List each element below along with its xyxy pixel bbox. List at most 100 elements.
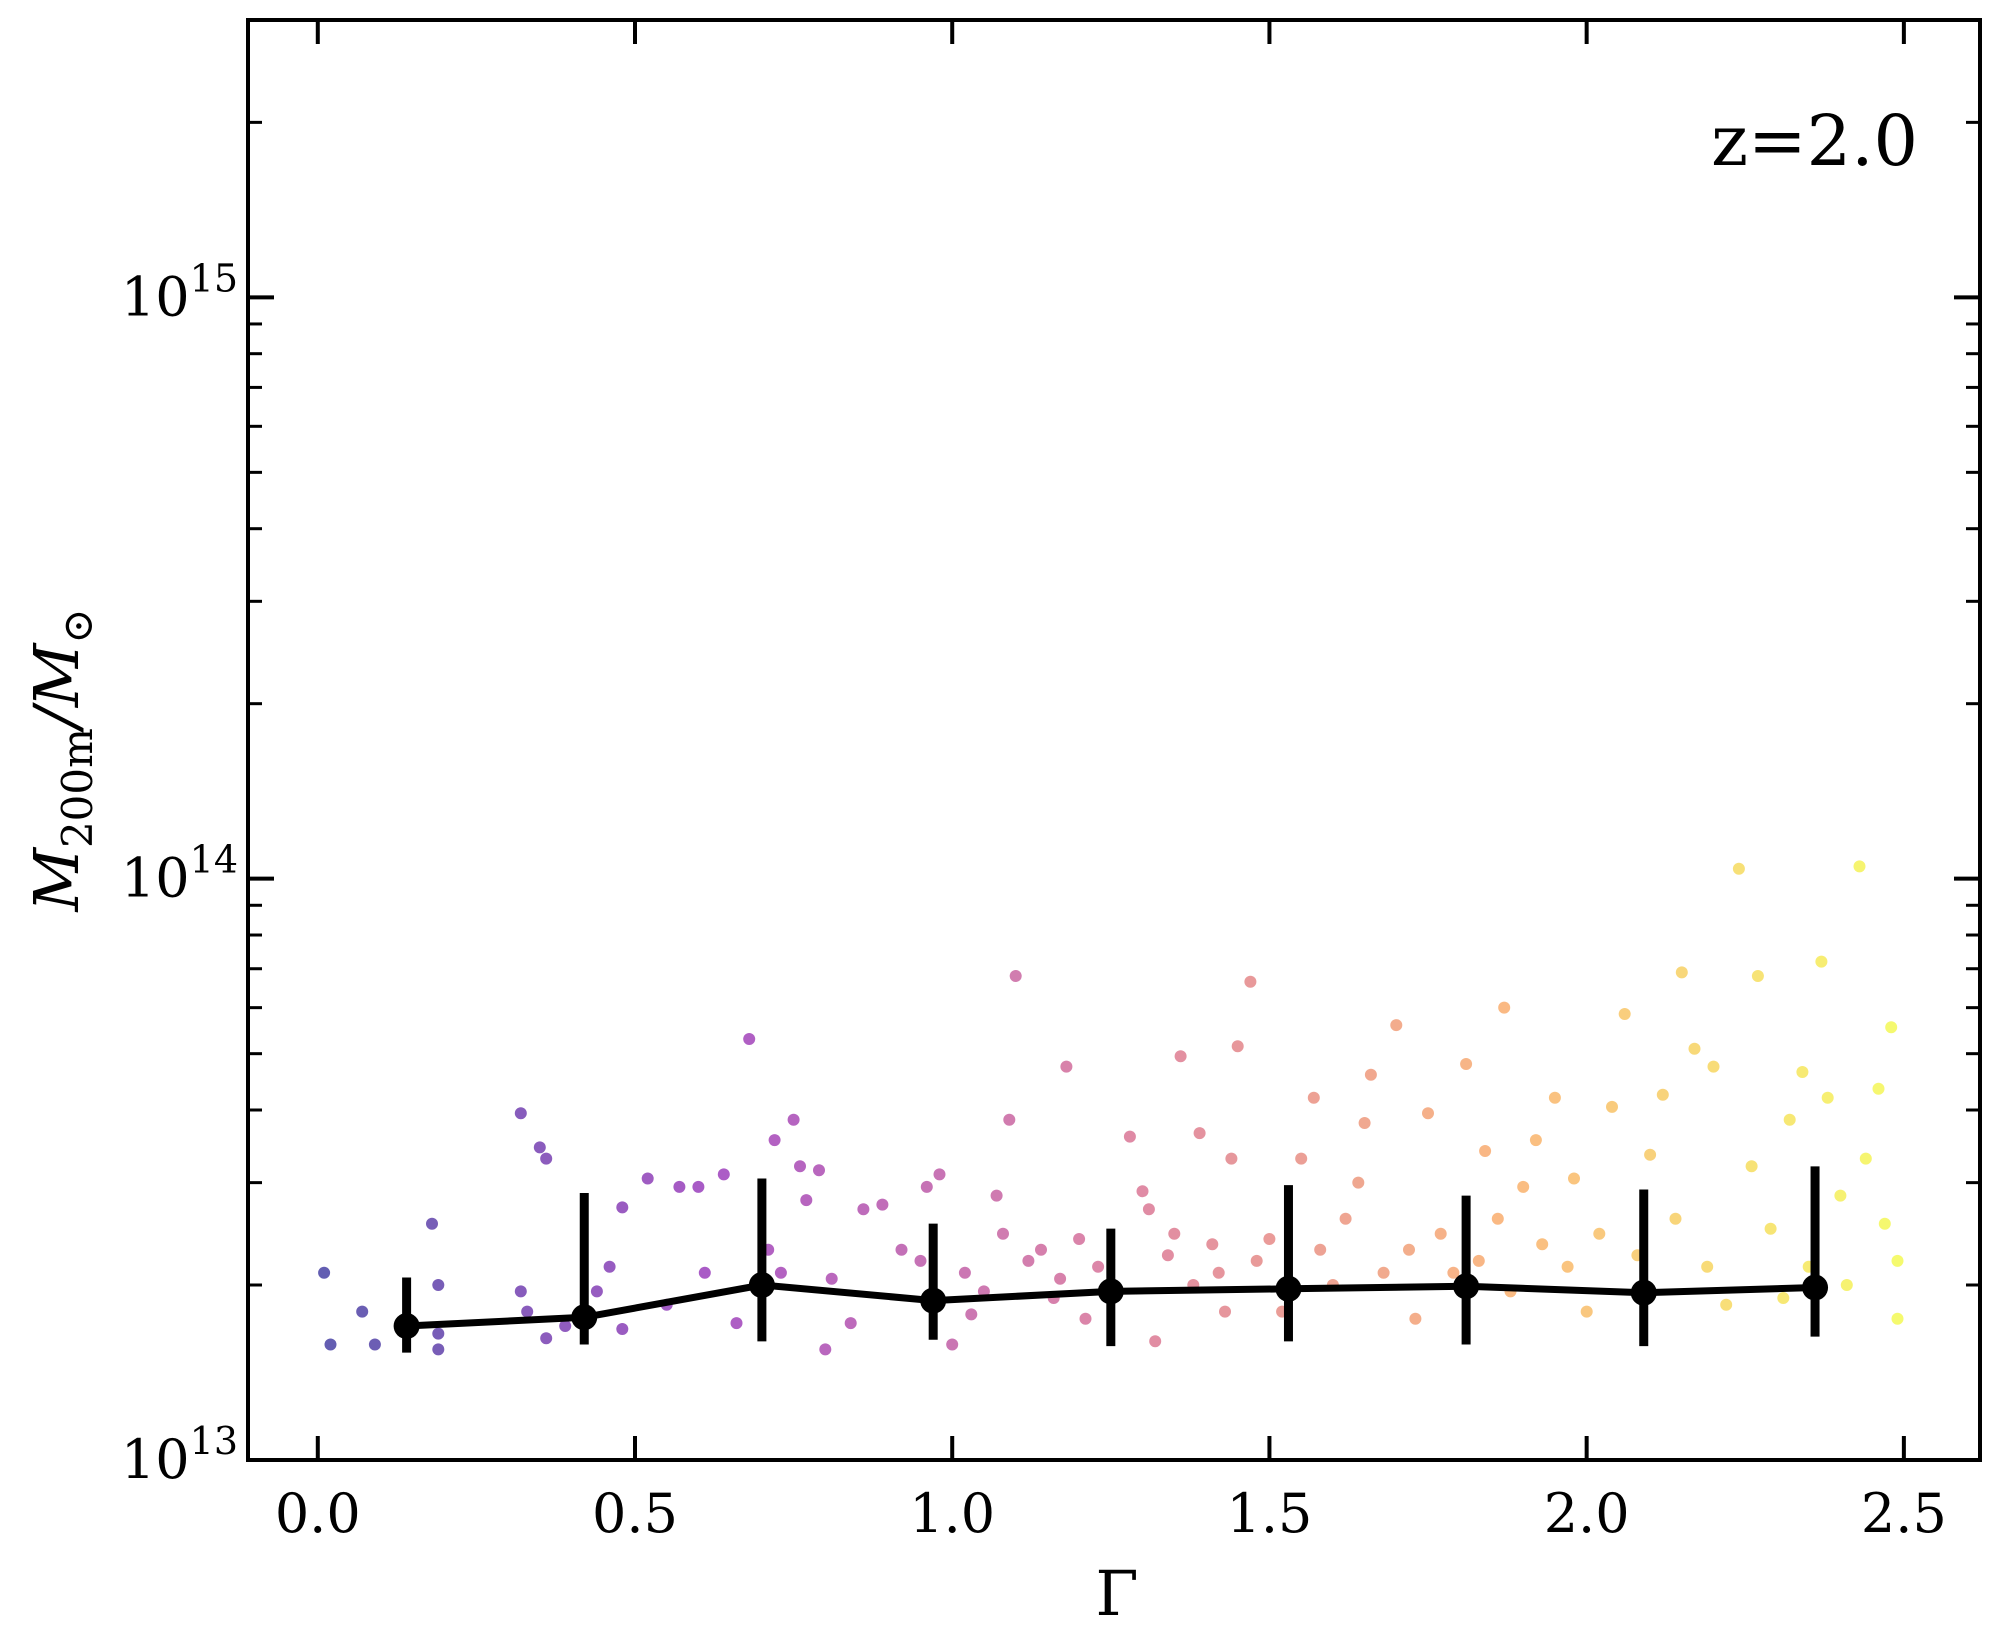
scatter-point — [1675, 966, 1688, 979]
scatter-point — [1079, 1312, 1092, 1325]
scatter-point — [432, 1327, 445, 1340]
scatter-point — [819, 1343, 832, 1356]
y-axis-label: M200m/M⊙ — [20, 608, 102, 912]
scatter-point — [533, 1141, 546, 1154]
scatter-point — [1593, 1227, 1606, 1240]
scatter-point — [1891, 1312, 1904, 1325]
scatter-point — [1751, 970, 1764, 982]
plot-frame — [246, 18, 1982, 1462]
scatter-point — [1003, 1113, 1016, 1126]
scatter-point — [825, 1272, 838, 1285]
scatter-point — [1764, 1222, 1777, 1235]
scatter-point — [1149, 1335, 1162, 1348]
scatter-point — [1422, 1107, 1434, 1120]
scatter-point — [1720, 1298, 1733, 1311]
median-point — [1097, 1278, 1124, 1305]
y-tick-label: 1015 — [121, 256, 238, 328]
scatter-point — [673, 1180, 686, 1193]
scatter-point — [1891, 1254, 1904, 1267]
median-point — [1453, 1273, 1480, 1300]
scatter-point — [914, 1254, 927, 1267]
scatter-point — [356, 1305, 369, 1318]
scatter-point — [1536, 1238, 1549, 1251]
scatter-point — [813, 1164, 825, 1177]
scatter-points — [318, 860, 1904, 1356]
redshift-annotation: z=2.0 — [1711, 100, 1918, 182]
scatter-point — [1244, 975, 1257, 988]
scatter-point — [1263, 1233, 1276, 1245]
x-tick-label: 2.5 — [1861, 1482, 1947, 1545]
scatter-point — [1701, 1260, 1714, 1273]
scatter-point — [1231, 1040, 1244, 1053]
scatter-point — [1250, 1254, 1263, 1267]
x-tick-label: 2.0 — [1544, 1482, 1630, 1545]
scatter-point — [368, 1338, 381, 1351]
scatter-point — [1491, 1212, 1504, 1225]
x-tick-label: 0.5 — [592, 1482, 678, 1545]
scatter-point — [1403, 1243, 1415, 1256]
scatter-point — [1853, 860, 1866, 873]
median-point — [393, 1313, 420, 1340]
scatter-point — [1009, 970, 1022, 982]
x-tick-label: 1.0 — [909, 1482, 995, 1545]
scatter-point — [1212, 1266, 1225, 1279]
scatter-point — [1352, 1176, 1365, 1189]
scatter-point — [857, 1203, 870, 1216]
scatter-point — [1390, 1019, 1403, 1032]
scatter-point — [540, 1152, 553, 1165]
scatter-point — [1339, 1212, 1352, 1225]
median-line-series — [393, 1272, 1829, 1340]
scatter-point — [616, 1201, 629, 1214]
scatter-point — [1022, 1254, 1035, 1267]
scatter-point — [1295, 1152, 1308, 1165]
median-point — [1802, 1274, 1829, 1301]
scatter-point — [1123, 1130, 1136, 1143]
scatter-point — [895, 1243, 908, 1256]
scatter-point — [1434, 1227, 1447, 1240]
scatter-point — [1409, 1312, 1422, 1325]
scatter-point — [933, 1168, 946, 1181]
median-error-bars — [402, 1166, 1820, 1353]
scatter-point — [559, 1320, 572, 1332]
scatter-point — [1054, 1272, 1067, 1285]
scatter-point — [1035, 1243, 1047, 1256]
median-point — [1630, 1279, 1657, 1306]
scatter-point — [1225, 1152, 1238, 1165]
scatter-point — [1732, 862, 1745, 875]
scatter-point — [946, 1338, 959, 1351]
axis-ticks: 0.0 0.5 1.0 1.5 2.0 2.5 1013 1014 1015 — [121, 20, 1980, 1545]
scatter-point — [1219, 1305, 1231, 1318]
scatter-point — [1688, 1042, 1701, 1055]
scatter-point — [1878, 1217, 1891, 1230]
scatter-point — [1517, 1180, 1530, 1193]
scatter-point — [1872, 1082, 1885, 1095]
scatter-point — [514, 1285, 527, 1298]
scatter-point — [1447, 1266, 1460, 1279]
scatter-point — [876, 1198, 889, 1211]
scatter-point — [1498, 1001, 1511, 1014]
scatter-point — [1548, 1091, 1561, 1104]
scatter-point — [1606, 1100, 1618, 1113]
scatter-point — [1561, 1260, 1574, 1273]
scatter-point — [1161, 1249, 1174, 1262]
scatter-point — [1580, 1305, 1593, 1318]
axis-labels: Γ M200m/M⊙ z=2.0 — [20, 100, 1918, 1630]
scatter-point — [1568, 1172, 1580, 1185]
scatter-point — [1834, 1189, 1847, 1202]
scatter-point — [768, 1134, 781, 1147]
scatter-point — [844, 1317, 857, 1330]
scatter-point — [1073, 1233, 1086, 1245]
y-tick-label: 1014 — [121, 838, 238, 910]
scatter-point — [1707, 1060, 1720, 1073]
median-point — [571, 1304, 598, 1331]
scatter-point — [514, 1107, 527, 1120]
scatter-point — [1745, 1160, 1758, 1173]
scatter-point — [590, 1285, 603, 1298]
scatter-point — [1859, 1152, 1872, 1165]
scatter-point — [1168, 1227, 1181, 1240]
scatter-point — [692, 1180, 705, 1193]
scatter-point — [1460, 1058, 1473, 1070]
x-axis-label: Γ — [1095, 1557, 1138, 1630]
y-tick-label: 1013 — [121, 1419, 238, 1491]
scatter-point — [1142, 1203, 1155, 1216]
